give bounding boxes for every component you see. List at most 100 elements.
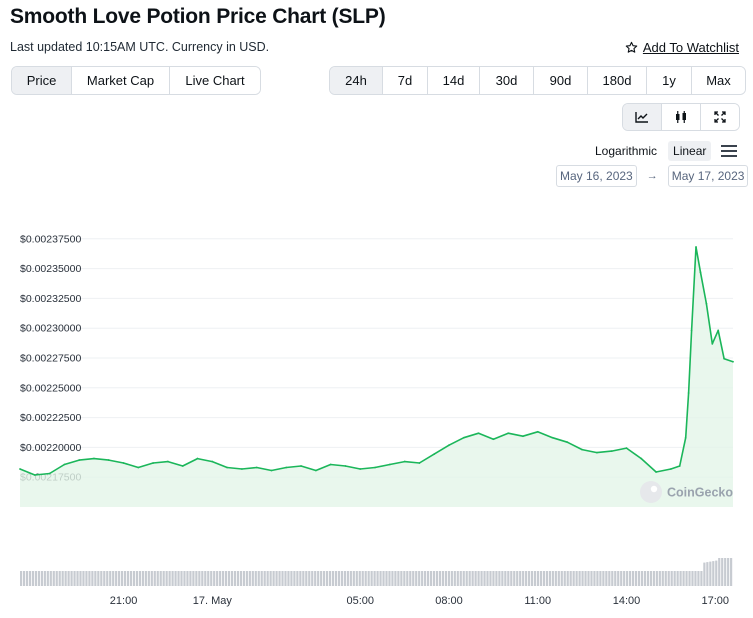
volume-bar bbox=[640, 571, 644, 586]
volume-bar bbox=[245, 571, 248, 586]
volume-bar bbox=[623, 571, 626, 586]
volume-bar bbox=[703, 562, 706, 586]
range-1y[interactable]: 1y bbox=[647, 67, 692, 94]
volume-bar bbox=[46, 571, 49, 586]
add-to-watchlist-link[interactable]: Add To Watchlist bbox=[625, 40, 739, 55]
volume-bar bbox=[210, 571, 213, 586]
range-24h[interactable]: 24h bbox=[330, 67, 383, 94]
x-tick-label: 05:00 bbox=[346, 595, 374, 607]
price-point bbox=[196, 457, 199, 460]
tab-live-chart[interactable]: Live Chart bbox=[170, 67, 260, 94]
volume-bar bbox=[334, 571, 338, 586]
volume-bar bbox=[379, 571, 382, 586]
price-point bbox=[695, 246, 697, 248]
volume-bar bbox=[257, 571, 260, 586]
volume-bar bbox=[49, 571, 52, 586]
linear-option[interactable]: Linear bbox=[668, 141, 712, 161]
menu-icon[interactable] bbox=[721, 145, 738, 157]
volume-bar bbox=[424, 571, 427, 586]
volume-bar bbox=[195, 571, 198, 586]
volume-bar bbox=[504, 571, 507, 586]
volume-bar bbox=[91, 571, 94, 586]
price-point bbox=[418, 462, 421, 464]
volume-bar bbox=[219, 571, 222, 586]
chart-view-toggle bbox=[622, 103, 740, 131]
volume-bar bbox=[700, 571, 703, 586]
price-point bbox=[477, 432, 480, 435]
volume-bar bbox=[712, 561, 715, 586]
volume-bar bbox=[37, 571, 40, 586]
volume-bar bbox=[400, 571, 403, 586]
volume-bar bbox=[337, 571, 341, 586]
price-point bbox=[723, 357, 726, 360]
volume-bar bbox=[617, 571, 620, 586]
volume-bar bbox=[174, 571, 177, 586]
volume-bar bbox=[415, 571, 418, 586]
volume-bar bbox=[477, 571, 480, 586]
range-30d[interactable]: 30d bbox=[480, 67, 534, 94]
volume-bar bbox=[566, 571, 569, 586]
volume-bar bbox=[275, 571, 278, 586]
volume-bar bbox=[94, 571, 97, 586]
volume-bar bbox=[118, 571, 121, 586]
volume-bar bbox=[682, 571, 685, 586]
x-tick-label: 14:00 bbox=[613, 595, 641, 607]
range-90d[interactable]: 90d bbox=[534, 67, 588, 94]
volume-bar bbox=[727, 558, 730, 586]
volume-bar bbox=[694, 571, 697, 586]
volume-bar bbox=[162, 571, 165, 586]
range-14d[interactable]: 14d bbox=[428, 67, 480, 94]
price-point bbox=[226, 466, 228, 469]
volume-bar bbox=[70, 571, 73, 586]
date-to-field[interactable]: May 17, 2023 bbox=[667, 165, 749, 187]
line-view-button[interactable] bbox=[623, 104, 662, 130]
tab-price[interactable]: Price bbox=[12, 67, 72, 94]
volume-bar bbox=[20, 571, 23, 586]
price-point bbox=[717, 329, 720, 332]
volume-bar bbox=[685, 571, 688, 586]
price-point bbox=[705, 302, 708, 305]
volume-bar bbox=[516, 571, 519, 586]
price-point bbox=[48, 472, 51, 475]
volume-bar bbox=[557, 571, 560, 586]
volume-bar bbox=[545, 571, 549, 586]
volume-bar bbox=[352, 571, 355, 586]
volume-bar bbox=[58, 571, 61, 586]
volume-bar bbox=[462, 571, 465, 586]
volume-bar bbox=[76, 571, 79, 586]
volume-bar bbox=[325, 571, 329, 586]
volume-bar bbox=[281, 571, 284, 586]
date-from-field[interactable]: May 16, 2023 bbox=[556, 165, 637, 187]
tab-market-cap[interactable]: Market Cap bbox=[72, 67, 170, 94]
y-tick-label: $0.00230000 bbox=[20, 323, 81, 335]
range-max[interactable]: Max bbox=[692, 67, 745, 94]
volume-bar bbox=[421, 571, 424, 586]
price-point bbox=[137, 466, 140, 469]
volume-bar bbox=[156, 571, 159, 586]
price-point bbox=[329, 463, 332, 466]
volume-bar bbox=[248, 571, 251, 586]
volume-bar bbox=[501, 571, 504, 586]
range-180d[interactable]: 180d bbox=[588, 67, 647, 94]
volume-bar bbox=[724, 558, 727, 586]
volume-bar bbox=[103, 571, 106, 586]
candlestick-view-button[interactable] bbox=[662, 104, 701, 130]
volume-bars bbox=[20, 558, 733, 586]
price-point bbox=[181, 465, 184, 467]
logarithmic-option[interactable]: Logarithmic bbox=[595, 144, 658, 158]
volume-bar bbox=[435, 571, 439, 586]
volume-bar bbox=[480, 571, 483, 586]
price-point bbox=[699, 271, 702, 274]
watchlist-label: Add To Watchlist bbox=[642, 40, 739, 55]
fullscreen-button[interactable] bbox=[701, 104, 739, 130]
volume-bar bbox=[364, 571, 367, 586]
volume-bar bbox=[397, 571, 400, 586]
volume-bar bbox=[121, 571, 124, 586]
star-icon bbox=[625, 41, 638, 53]
volume-bar bbox=[465, 571, 468, 586]
volume-bar bbox=[34, 571, 38, 586]
range-7d[interactable]: 7d bbox=[383, 67, 428, 94]
volume-bar bbox=[236, 571, 240, 586]
price-chart[interactable]: $0.00237500 $0.00235000 $0.00232500 $0.0023… bbox=[0, 190, 753, 618]
volume-bar bbox=[22, 571, 26, 586]
